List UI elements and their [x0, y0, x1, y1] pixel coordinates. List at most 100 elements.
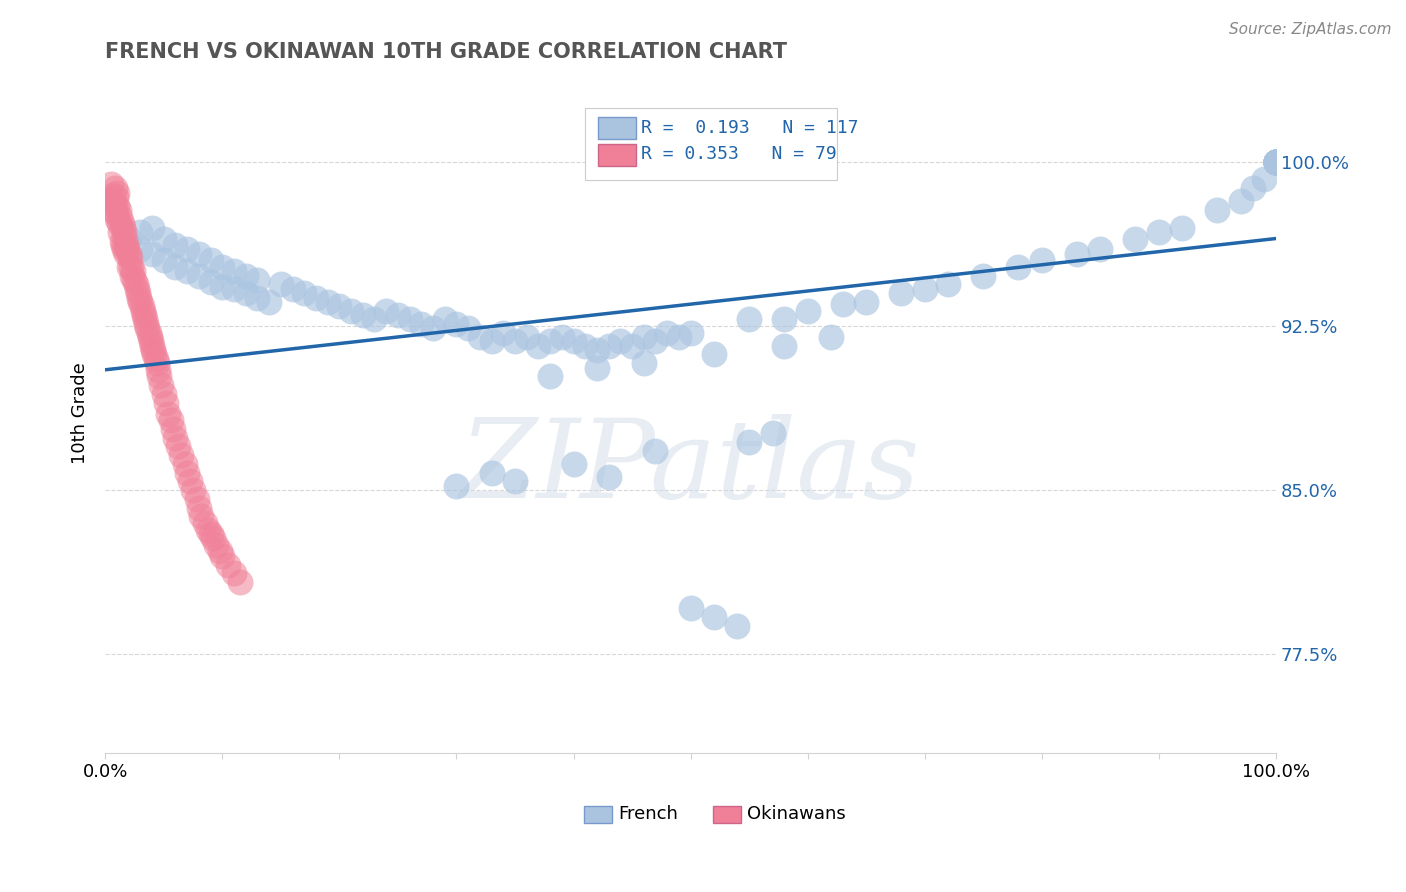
Point [773, 312, 796, 326]
Point [138, 326, 160, 340]
Point [122, 264, 145, 278]
Point [103, 181, 125, 195]
Point [516, 330, 538, 344]
Point [1265, 155, 1288, 169]
Point [129, 295, 152, 310]
Text: French: French [619, 805, 678, 822]
Point [211, 549, 233, 563]
Point [186, 491, 208, 506]
Text: FRENCH VS OKINAWAN 10TH GRADE CORRELATION CHART: FRENCH VS OKINAWAN 10TH GRADE CORRELATIO… [105, 42, 787, 62]
Point [110, 216, 132, 230]
Point [972, 268, 994, 283]
Point [316, 295, 339, 310]
Point [820, 330, 842, 344]
Point [143, 347, 166, 361]
Point [162, 422, 184, 436]
Point [633, 330, 655, 344]
Point [170, 448, 193, 462]
FancyBboxPatch shape [713, 806, 741, 822]
Point [166, 439, 188, 453]
Point [217, 558, 239, 572]
Point [1147, 225, 1170, 239]
Point [141, 339, 163, 353]
Point [598, 470, 620, 484]
Point [222, 282, 245, 296]
Point [115, 238, 138, 252]
Point [141, 247, 163, 261]
Point [1265, 155, 1288, 169]
Point [457, 321, 479, 335]
Point [538, 334, 561, 349]
Point [148, 369, 170, 384]
Point [110, 234, 132, 248]
Point [257, 295, 280, 310]
Point [481, 334, 503, 349]
Point [468, 330, 491, 344]
Point [551, 330, 574, 344]
Point [129, 243, 152, 257]
Point [352, 308, 374, 322]
Point [609, 334, 631, 349]
Point [644, 443, 666, 458]
Point [586, 360, 609, 375]
Point [179, 475, 201, 489]
Point [131, 299, 153, 313]
Point [1125, 231, 1147, 245]
Point [1265, 155, 1288, 169]
Point [621, 339, 644, 353]
Point [1265, 155, 1288, 169]
FancyBboxPatch shape [583, 806, 612, 822]
Point [205, 538, 228, 552]
Point [1265, 155, 1288, 169]
Point [165, 260, 187, 274]
Point [375, 303, 398, 318]
Point [796, 303, 818, 318]
Point [111, 220, 134, 235]
Point [657, 326, 679, 340]
Point [128, 291, 150, 305]
Point [152, 253, 174, 268]
Point [134, 312, 156, 326]
Point [105, 211, 128, 226]
Point [387, 308, 409, 322]
Text: ZIPatlas: ZIPatlas [460, 414, 921, 522]
Point [761, 426, 783, 441]
Point [235, 286, 257, 301]
Point [114, 231, 136, 245]
Point [211, 279, 233, 293]
Point [1090, 243, 1112, 257]
Point [446, 479, 468, 493]
Point [1007, 260, 1029, 274]
Point [121, 268, 143, 283]
Point [270, 277, 292, 292]
Point [110, 210, 132, 224]
Point [363, 312, 385, 326]
Point [112, 225, 135, 239]
Point [738, 435, 761, 450]
Point [132, 308, 155, 322]
Point [1171, 220, 1194, 235]
Point [1265, 155, 1288, 169]
Point [281, 282, 304, 296]
Point [855, 295, 877, 310]
Point [1241, 181, 1264, 195]
Point [117, 247, 139, 261]
Point [200, 253, 222, 268]
Point [136, 321, 159, 335]
Point [200, 527, 222, 541]
Point [190, 509, 212, 524]
Point [150, 378, 173, 392]
FancyBboxPatch shape [585, 108, 837, 179]
Point [703, 347, 725, 361]
Point [173, 457, 195, 471]
Point [1265, 155, 1288, 169]
Point [1265, 155, 1288, 169]
Point [117, 243, 139, 257]
Point [562, 334, 585, 349]
Point [679, 326, 702, 340]
Point [111, 238, 134, 252]
Point [110, 225, 132, 239]
Point [135, 317, 157, 331]
Point [446, 317, 468, 331]
Point [200, 275, 222, 289]
